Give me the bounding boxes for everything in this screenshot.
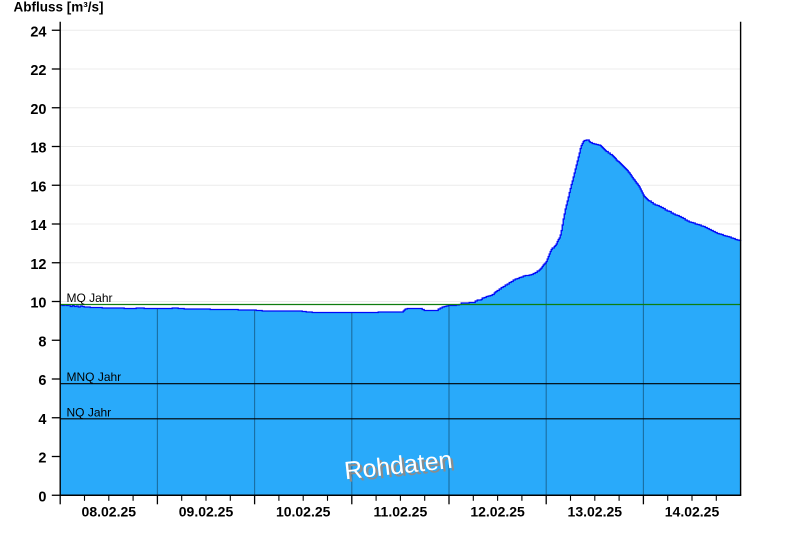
svg-text:10: 10	[30, 296, 46, 312]
svg-text:6: 6	[38, 373, 46, 389]
svg-text:2: 2	[38, 451, 46, 467]
svg-text:13.02.25: 13.02.25	[568, 504, 623, 520]
svg-text:MQ Jahr: MQ Jahr	[67, 291, 113, 305]
svg-text:14.02.25: 14.02.25	[665, 504, 720, 520]
svg-text:16: 16	[30, 179, 46, 195]
svg-text:8: 8	[38, 334, 46, 350]
svg-text:09.02.25: 09.02.25	[179, 504, 234, 520]
svg-text:Abfluss [m³/s]: Abfluss [m³/s]	[14, 0, 104, 15]
svg-text:18: 18	[30, 141, 46, 157]
svg-text:08.02.25: 08.02.25	[82, 504, 137, 520]
svg-text:4: 4	[38, 412, 46, 428]
svg-text:14: 14	[30, 218, 46, 234]
svg-text:12: 12	[30, 257, 46, 273]
svg-text:20: 20	[30, 102, 46, 118]
svg-text:0: 0	[38, 489, 46, 505]
svg-text:24: 24	[30, 24, 46, 40]
svg-text:12.02.25: 12.02.25	[470, 504, 525, 520]
svg-text:11.02.25: 11.02.25	[374, 504, 428, 520]
svg-text:22: 22	[30, 63, 46, 79]
svg-text:10.02.25: 10.02.25	[276, 504, 331, 520]
svg-text:NQ Jahr: NQ Jahr	[67, 405, 112, 419]
svg-text:MNQ Jahr: MNQ Jahr	[67, 370, 122, 384]
